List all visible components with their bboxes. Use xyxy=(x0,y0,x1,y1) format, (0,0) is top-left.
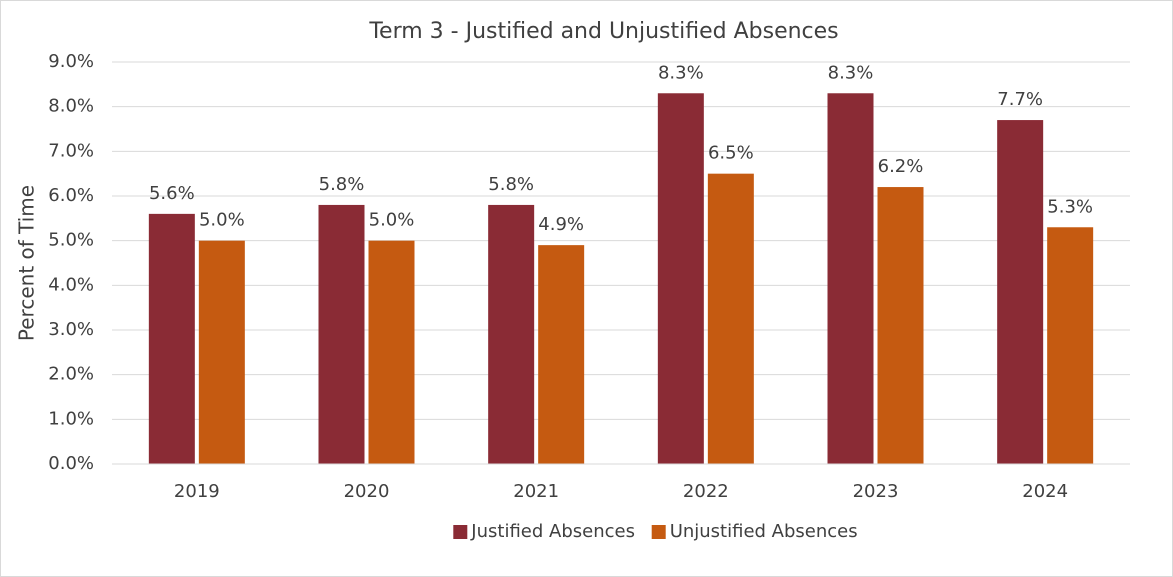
y-axis-label: Percent of Time xyxy=(15,185,39,341)
y-tick-label: 6.0% xyxy=(48,185,94,206)
data-label: 8.3% xyxy=(828,62,874,83)
data-label: 5.0% xyxy=(199,210,245,231)
y-tick-label: 9.0% xyxy=(48,51,94,72)
y-tick-label: 7.0% xyxy=(48,140,94,161)
data-label: 5.3% xyxy=(1047,196,1093,217)
x-tick-label: 2023 xyxy=(853,481,899,502)
bar xyxy=(198,240,245,464)
y-tick-label: 5.0% xyxy=(48,230,94,251)
bar xyxy=(1047,227,1094,464)
x-tick-label: 2019 xyxy=(174,481,220,502)
data-label: 5.8% xyxy=(319,174,365,195)
y-tick-label: 1.0% xyxy=(48,408,94,429)
bar xyxy=(997,120,1044,465)
data-label: 5.0% xyxy=(369,210,415,231)
y-tick-label: 4.0% xyxy=(48,274,94,295)
x-tick-label: 2020 xyxy=(344,481,390,502)
x-tick-label: 2021 xyxy=(513,481,559,502)
y-tick-label: 3.0% xyxy=(48,319,94,340)
data-label: 5.6% xyxy=(149,183,195,204)
bar xyxy=(538,245,585,464)
y-tick-label: 2.0% xyxy=(48,364,94,385)
legend-label: Justified Absences xyxy=(470,521,635,542)
data-label: 4.9% xyxy=(538,214,584,235)
data-label: 6.2% xyxy=(878,156,924,177)
x-tick-label: 2022 xyxy=(683,481,729,502)
chart-title: Term 3 - Justified and Unjustified Absen… xyxy=(368,19,838,44)
bar xyxy=(488,204,535,464)
data-label: 6.5% xyxy=(708,143,754,164)
y-tick-label: 0.0% xyxy=(48,453,94,474)
data-label: 5.8% xyxy=(488,174,534,195)
y-tick-label: 8.0% xyxy=(48,96,94,117)
legend-label: Unjustified Absences xyxy=(670,521,858,542)
data-label: 8.3% xyxy=(658,62,704,83)
legend-swatch xyxy=(651,525,666,539)
bar xyxy=(827,93,874,465)
bar xyxy=(707,173,754,464)
bar xyxy=(877,187,924,465)
legend-swatch xyxy=(453,525,468,539)
bar xyxy=(657,93,704,465)
bar xyxy=(368,240,415,464)
bar xyxy=(148,213,195,464)
data-label: 7.7% xyxy=(997,89,1043,110)
bar xyxy=(318,204,365,464)
x-tick-label: 2024 xyxy=(1022,481,1068,502)
